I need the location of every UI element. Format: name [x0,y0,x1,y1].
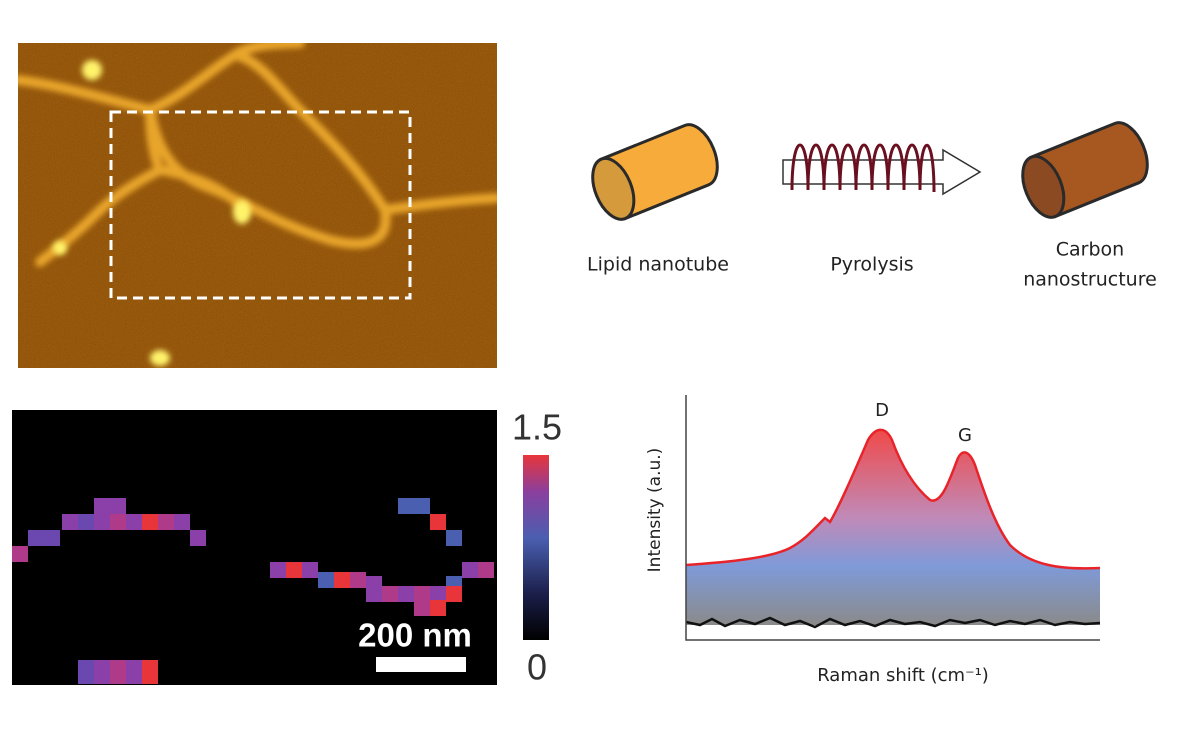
map-pixel [366,586,382,602]
map-pixel [78,514,94,530]
y-axis-label: Intensity (a.u.) [645,448,665,573]
map-pixel [94,514,110,530]
peak-label: G [958,425,972,446]
colorbar-min: 0 [527,647,547,688]
pyrolysis-arrow [782,143,982,196]
raman-map [12,410,497,685]
map-pixel [286,562,302,578]
map-pixel [142,660,158,684]
map-pixel [110,660,126,684]
lipid-nanotube-icon [591,123,719,221]
carbon-nanostructure-icon [1021,121,1149,219]
map-pixel [446,586,462,602]
peak-label: D [875,400,889,421]
x-axis-label: Raman shift (cm⁻¹) [817,665,989,686]
map-pixel [44,530,60,546]
colorbar [523,455,549,640]
map-pixel [414,600,430,616]
label: Lipid nanotube [587,254,729,276]
map-pixel [414,498,430,514]
map-pixel [462,562,478,578]
map-pixel [382,586,398,602]
map-pixel [478,562,494,578]
map-pixel [126,514,142,530]
map-pixel [110,514,126,530]
map-pixel [334,572,350,588]
map-pixel [398,586,414,602]
axes [685,395,1100,641]
map-pixel [126,660,142,684]
treated-spectrum [685,428,1101,570]
map-pixel [110,498,126,514]
scale-label: 200 nm [358,617,472,654]
map-pixel [270,562,286,578]
map-pixel [398,498,414,514]
label: Pyrolysis [830,254,913,276]
colorbar-max: 1.5 [512,407,562,448]
map-pixel [430,514,446,530]
baseline-spectrum [685,616,1101,629]
region-box [109,110,412,300]
spectrum: D G Intensity (a.u.) Raman shift (cm⁻¹) [645,395,1101,686]
map-pixel [78,660,94,684]
map-pixel [350,572,366,588]
map-pixel [142,514,158,530]
map-pixel [12,546,28,562]
afm-image [18,43,497,368]
map-pixel [62,514,78,530]
map-pixel [28,530,44,546]
map-pixel [318,572,334,588]
label: nanostructure [1023,269,1157,291]
map-pixel [430,586,446,602]
schematic: Lipid nanotube Pyrolysis Carbon nanostru… [587,121,1157,291]
map-pixel [94,660,110,684]
map-pixel [430,600,446,616]
map-pixel [190,530,206,546]
map-pixel [414,586,430,602]
map-pixel [446,530,462,546]
scale-bar [376,657,466,672]
map-pixel [174,514,190,530]
map-pixel [158,514,174,530]
map-pixel [302,562,318,578]
label: Carbon [1056,239,1124,261]
map-pixel [94,498,110,514]
